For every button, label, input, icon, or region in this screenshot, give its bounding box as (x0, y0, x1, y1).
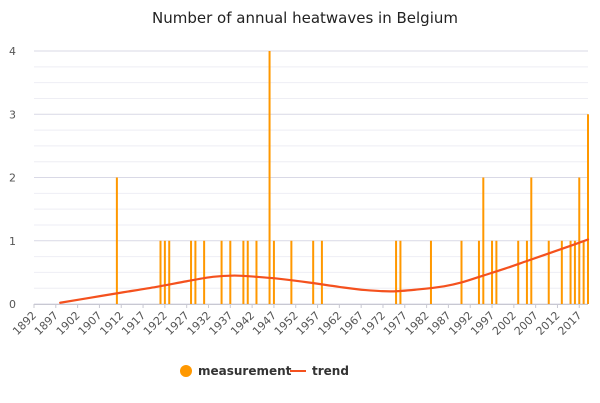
y-axis: 0 1 2 3 4 (9, 45, 16, 311)
measurement-bar[interactable] (578, 177, 581, 305)
legend: measurement trend (180, 364, 349, 378)
x-tick-label: 1957 (294, 309, 323, 338)
measurement-bar[interactable] (395, 240, 398, 304)
measurement-bar[interactable] (399, 240, 402, 304)
legend-measurement-marker (180, 365, 192, 377)
measurement-bar[interactable] (429, 240, 432, 304)
x-tick-label: 1982 (403, 309, 432, 338)
measurement-bar[interactable] (517, 240, 520, 304)
x-tick-label: 1967 (337, 309, 366, 338)
y-tick-label: 4 (9, 45, 16, 58)
x-tick-label: 1952 (272, 309, 301, 338)
measurement-bar[interactable] (482, 177, 485, 305)
x-tick-label: 1922 (141, 309, 170, 338)
measurement-bar[interactable] (194, 240, 197, 304)
x-tick-label: 2012 (534, 309, 563, 338)
grid-lines (34, 50, 588, 305)
legend-trend-label[interactable]: trend (312, 364, 349, 378)
measurement-bar[interactable] (255, 240, 258, 304)
x-tick-label: 1907 (76, 309, 105, 338)
legend-measurement-label[interactable]: measurement (198, 364, 292, 378)
x-tick-label: 1897 (32, 309, 61, 338)
measurement-bar[interactable] (290, 240, 293, 304)
x-tick-label: 1962 (315, 309, 344, 338)
x-tick-label: 1972 (359, 309, 388, 338)
measurement-bar[interactable] (203, 240, 206, 304)
trend-line-group (59, 238, 590, 304)
x-tick-label: 1892 (10, 309, 39, 338)
measurement-bar[interactable] (229, 240, 232, 304)
x-tick-label: 1987 (425, 309, 454, 338)
measurement-bar[interactable] (525, 240, 528, 304)
y-tick-label: 0 (9, 298, 16, 311)
x-tick-label: 1917 (119, 309, 148, 338)
x-tick-label: 1912 (97, 309, 126, 338)
x-tick-label: 1927 (163, 309, 192, 338)
x-axis: 1892189719021907191219171922192719321937… (10, 304, 588, 338)
measurement-bar[interactable] (312, 240, 315, 304)
x-tick-label: 1997 (468, 309, 497, 338)
measurement-bar[interactable] (582, 240, 585, 304)
measurement-bar[interactable] (320, 240, 323, 304)
x-tick-label: 2017 (555, 309, 584, 338)
measurement-bar[interactable] (246, 240, 249, 304)
x-tick-label: 1977 (381, 309, 410, 338)
measurement-bar[interactable] (460, 240, 463, 304)
measurement-bar[interactable] (268, 51, 271, 304)
measurement-bar[interactable] (115, 177, 118, 305)
x-tick-label: 1932 (185, 309, 214, 338)
x-tick-label: 2007 (512, 309, 541, 338)
x-tick-label: 1947 (250, 309, 279, 338)
x-tick-label: 1942 (228, 309, 257, 338)
y-tick-label: 2 (9, 172, 16, 185)
measurement-bar[interactable] (242, 240, 245, 304)
measurement-bar[interactable] (547, 240, 550, 304)
measurement-bar[interactable] (587, 114, 589, 304)
measurement-bar[interactable] (159, 240, 162, 304)
measurement-bar[interactable] (477, 240, 480, 304)
y-tick-label: 1 (9, 235, 16, 248)
measurement-bar[interactable] (569, 240, 572, 304)
measurement-bar[interactable] (573, 240, 576, 304)
x-tick-label: 1902 (54, 309, 83, 338)
measurement-bar[interactable] (220, 240, 223, 304)
measurement-bar[interactable] (168, 240, 171, 304)
y-tick-label: 3 (9, 108, 16, 121)
measurement-bar[interactable] (560, 240, 563, 304)
measurement-bar[interactable] (163, 240, 166, 304)
trend-line[interactable] (59, 238, 590, 304)
x-tick-label: 1992 (446, 309, 475, 338)
measurement-bar[interactable] (190, 240, 193, 304)
measurement-bar[interactable] (530, 177, 533, 305)
x-tick-label: 2002 (490, 309, 519, 338)
measurement-bar[interactable] (272, 240, 275, 304)
chart-title: Number of annual heatwaves in Belgium (152, 9, 458, 27)
x-tick-label: 1937 (206, 309, 235, 338)
